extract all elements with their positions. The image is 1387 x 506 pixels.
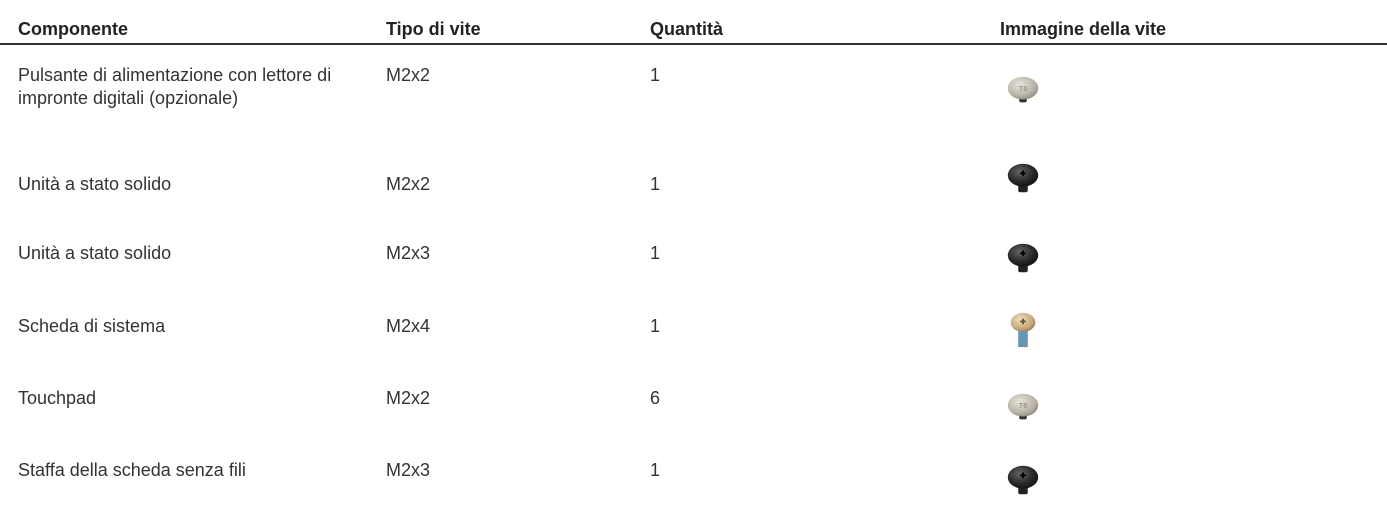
- header-cell: Componente: [18, 19, 128, 39]
- header-cell: Tipo di vite: [386, 19, 481, 39]
- table-cell: M2x3: [386, 460, 431, 480]
- header-rule: [0, 43, 1387, 45]
- table-cell: Touchpad: [18, 388, 97, 408]
- header-cell: Quantità: [650, 19, 724, 39]
- screw-image: [1004, 72, 1042, 110]
- table-cell: Unità a stato solido: [18, 243, 172, 263]
- table-cell: M2x2: [386, 174, 431, 194]
- screw-image: [1004, 462, 1042, 500]
- table-cell: Scheda di sistema: [18, 316, 166, 336]
- table-cell: 1: [650, 243, 661, 263]
- table-cell: 6: [650, 388, 661, 408]
- table-cell: 1: [650, 316, 661, 336]
- table-cell: 1: [650, 174, 661, 194]
- table-cell: Pulsante di alimentazione con lettore di…: [18, 65, 332, 108]
- screw-image: [1004, 311, 1042, 349]
- table-cell: Staffa della scheda senza fili: [18, 460, 246, 480]
- table-cell: Unità a stato solido: [18, 174, 172, 194]
- table-cell: 1: [650, 460, 661, 480]
- header-cell: Immagine della vite: [1000, 19, 1167, 39]
- table-cell: M2x3: [386, 243, 431, 263]
- table-cell: M2x2: [386, 388, 431, 408]
- screw-image: [1004, 160, 1042, 198]
- table-cell: M2x2: [386, 65, 431, 85]
- table-cell: M2x4: [386, 316, 431, 336]
- screw-image: [1004, 240, 1042, 278]
- screw-image: [1004, 389, 1042, 427]
- table-cell: 1: [650, 65, 661, 85]
